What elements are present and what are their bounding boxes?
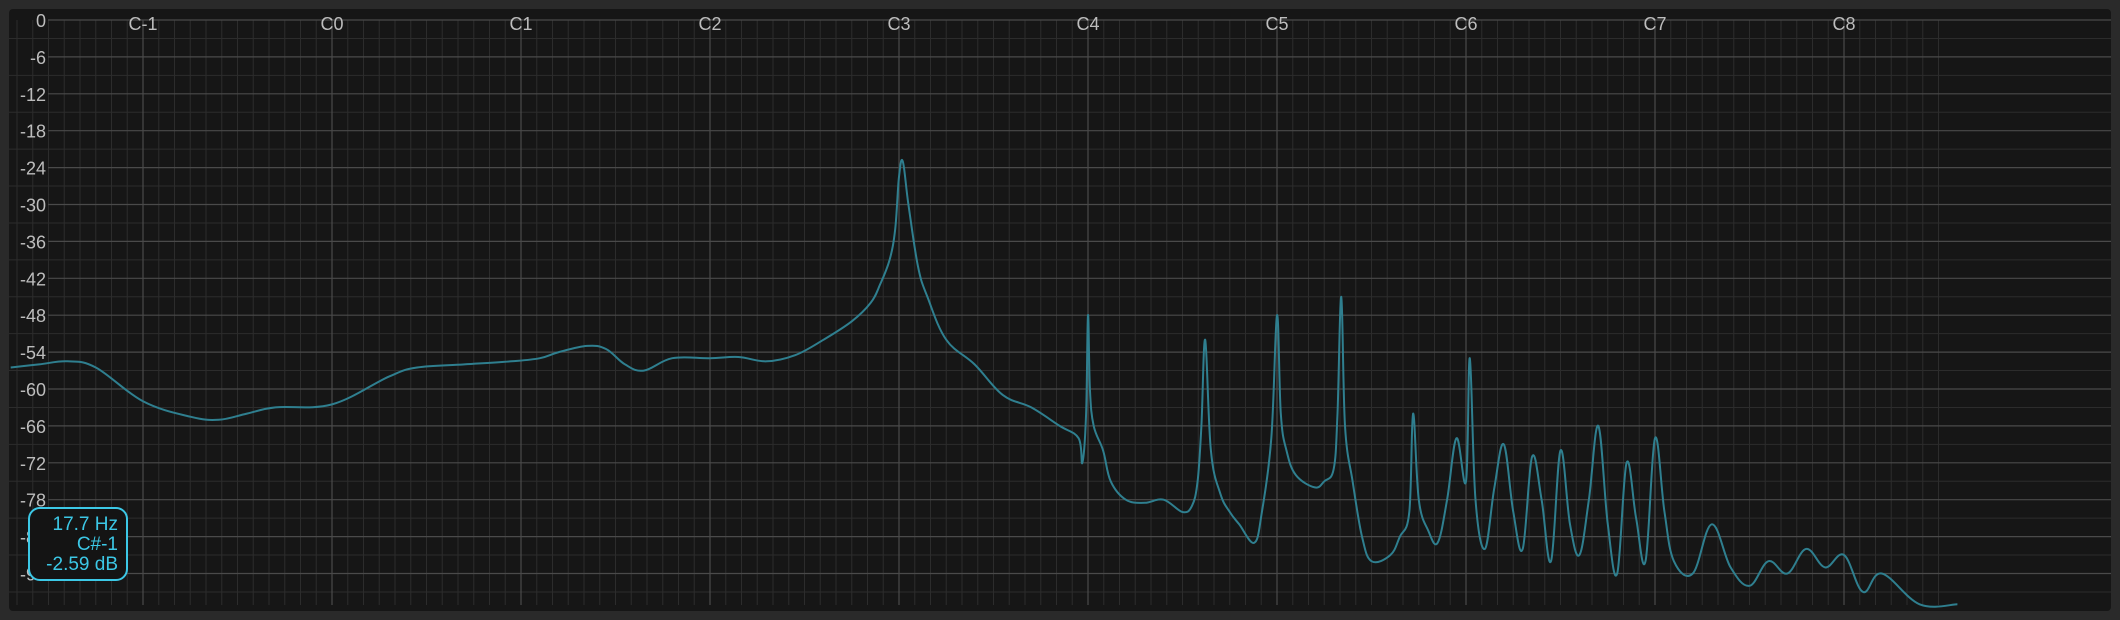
y-tick-label: -72 [20,454,46,474]
readout-note: C#-1 [76,534,118,555]
x-tick-label: C1 [509,14,532,34]
y-tick-label: -6 [30,48,46,68]
readout-level: -2.59 dB [46,554,118,575]
y-tick-label: -48 [20,306,46,326]
y-tick-label: -42 [20,269,46,289]
spectrum-trace [10,159,1958,608]
y-tick-label: -54 [20,343,46,363]
y-tick-label: -36 [20,232,46,252]
readout-frequency: 17.7 Hz [52,514,118,535]
y-tick-label: -12 [20,85,46,105]
x-tick-label: C6 [1454,14,1477,34]
cursor-readout: 17.7 Hz C#-1 -2.59 dB [28,507,128,581]
y-tick-label: -60 [20,380,46,400]
plot-background [9,9,2111,611]
x-axis-labels: C-1 C0 C1 C2 C3 C4 C5 C6 C7 C8 [128,14,1855,34]
x-tick-label: C0 [320,14,343,34]
x-tick-label: C8 [1832,14,1855,34]
y-tick-label: -30 [20,196,46,216]
major-grid [48,19,2111,605]
y-tick-label: 0 [36,11,46,31]
x-tick-label: C3 [887,14,910,34]
x-tick-label: C5 [1265,14,1288,34]
y-axis-labels: 0-6-12-18-24-30-36-42-48-54-60-66-72-78-… [20,11,46,585]
x-tick-label: C7 [1643,14,1666,34]
minor-grid [9,20,2111,605]
x-tick-label: C2 [698,14,721,34]
y-tick-label: -78 [20,491,46,511]
x-tick-label: C-1 [128,14,157,34]
x-tick-label: C4 [1076,14,1099,34]
y-tick-label: -66 [20,417,46,437]
y-tick-label: -18 [20,122,46,142]
y-tick-label: -24 [20,159,46,179]
